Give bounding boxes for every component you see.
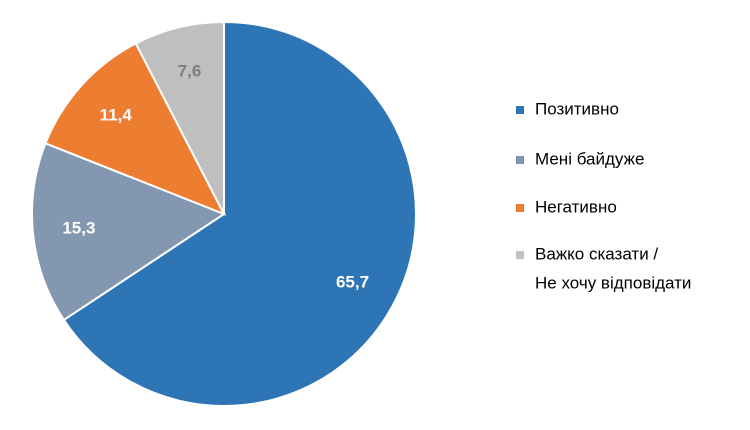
- pie-slice: [62, 20, 417, 407]
- legend-marker: [516, 106, 524, 114]
- legend-label: Мені байдуже: [535, 149, 644, 168]
- legend-marker: [516, 204, 524, 212]
- legend-label: Позитивно: [535, 99, 619, 118]
- pie-slice: [44, 42, 227, 216]
- data-label: 11,4: [100, 106, 133, 125]
- data-label: 7,6: [178, 62, 202, 81]
- legend-label: Важко сказати /: [535, 244, 658, 263]
- data-label: 15,3: [62, 219, 95, 238]
- data-label: 65,7: [336, 273, 369, 292]
- legend-marker: [516, 156, 524, 164]
- legend-label: Негативно: [535, 197, 617, 216]
- pie-slice: [31, 142, 227, 322]
- legend-marker: [516, 251, 524, 259]
- pie-slice: [134, 20, 225, 215]
- legend-label: Не хочу відповідати: [535, 273, 691, 292]
